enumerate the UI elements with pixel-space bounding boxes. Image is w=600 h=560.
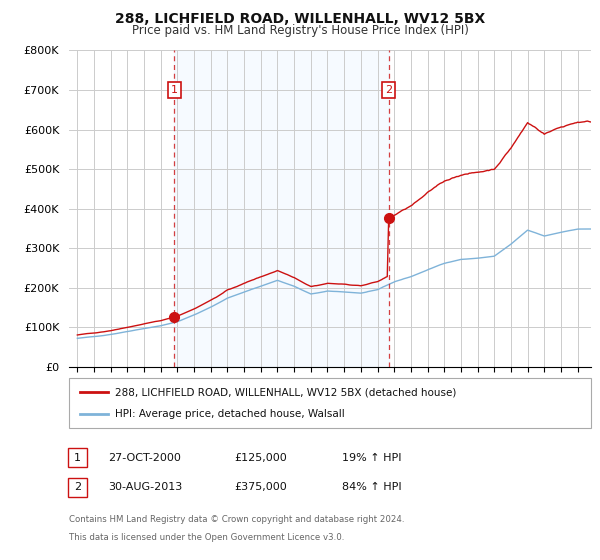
Text: 2: 2 [74,482,81,492]
Text: HPI: Average price, detached house, Walsall: HPI: Average price, detached house, Wals… [115,409,345,419]
Text: 2: 2 [385,85,392,95]
Text: 288, LICHFIELD ROAD, WILLENHALL, WV12 5BX: 288, LICHFIELD ROAD, WILLENHALL, WV12 5B… [115,12,485,26]
Text: £125,000: £125,000 [234,452,287,463]
Text: 19% ↑ HPI: 19% ↑ HPI [342,452,401,463]
Text: 1: 1 [74,452,81,463]
Text: 27-OCT-2000: 27-OCT-2000 [108,452,181,463]
Text: 84% ↑ HPI: 84% ↑ HPI [342,482,401,492]
Text: 1: 1 [171,85,178,95]
Text: Price paid vs. HM Land Registry's House Price Index (HPI): Price paid vs. HM Land Registry's House … [131,24,469,37]
Text: Contains HM Land Registry data © Crown copyright and database right 2024.: Contains HM Land Registry data © Crown c… [69,515,404,524]
Text: This data is licensed under the Open Government Licence v3.0.: This data is licensed under the Open Gov… [69,533,344,542]
Text: 288, LICHFIELD ROAD, WILLENHALL, WV12 5BX (detached house): 288, LICHFIELD ROAD, WILLENHALL, WV12 5B… [115,387,457,397]
Bar [175,50,389,367]
Text: 30-AUG-2013: 30-AUG-2013 [108,482,182,492]
Text: £375,000: £375,000 [234,482,287,492]
